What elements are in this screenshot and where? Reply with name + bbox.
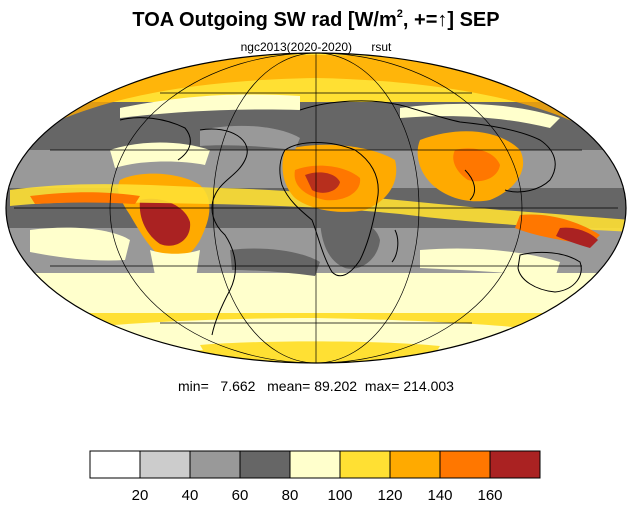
colorbar-tick-label: 100 bbox=[327, 487, 352, 504]
colorbar-swatch bbox=[289, 450, 341, 479]
colorbar-swatch bbox=[489, 450, 541, 479]
colorbar-swatch bbox=[139, 450, 191, 479]
colorbar-tick-label: 80 bbox=[282, 487, 299, 504]
colorbar-tick-label: 60 bbox=[232, 487, 249, 504]
title-text: TOA Outgoing SW rad [W/m bbox=[132, 9, 397, 31]
colorbar-swatch bbox=[339, 450, 391, 479]
colorbar-tick-label: 160 bbox=[477, 487, 502, 504]
variable-label: rsut bbox=[371, 40, 392, 54]
colorbar-tick-label: 20 bbox=[132, 487, 149, 504]
stats-line: min= 7.662 mean= 89.202 max= 214.003 bbox=[0, 378, 632, 394]
colorbar-swatch bbox=[439, 450, 491, 479]
max-label: max= bbox=[364, 378, 400, 394]
min-value: 7.662 bbox=[220, 378, 256, 394]
map-border bbox=[5, 52, 627, 364]
colorbar-tick-label: 120 bbox=[377, 487, 402, 504]
title-superscript: 2 bbox=[396, 8, 403, 20]
map-subtitle: ngc2013(2020-2020) rsut bbox=[0, 40, 632, 54]
title-text-end: , +=↑] SEP bbox=[402, 9, 500, 31]
colorbar-swatch bbox=[189, 450, 241, 479]
max-value: 214.003 bbox=[403, 378, 454, 394]
colorbar-swatch bbox=[89, 450, 141, 479]
colorbar-swatch bbox=[389, 450, 441, 479]
coastlines bbox=[119, 100, 582, 336]
run-label: ngc2013(2020-2020) bbox=[240, 40, 353, 54]
colorbar-tick-label: 40 bbox=[182, 487, 199, 504]
map-title: TOA Outgoing SW rad [W/m2, +=↑] SEP bbox=[0, 8, 632, 32]
mean-value: 89.202 bbox=[314, 378, 358, 394]
min-label: min= bbox=[178, 378, 209, 394]
colorbar-swatch bbox=[239, 450, 291, 479]
colorbar-tick-label: 140 bbox=[427, 487, 452, 504]
world-map bbox=[5, 52, 627, 364]
mean-label: mean= bbox=[267, 378, 311, 394]
